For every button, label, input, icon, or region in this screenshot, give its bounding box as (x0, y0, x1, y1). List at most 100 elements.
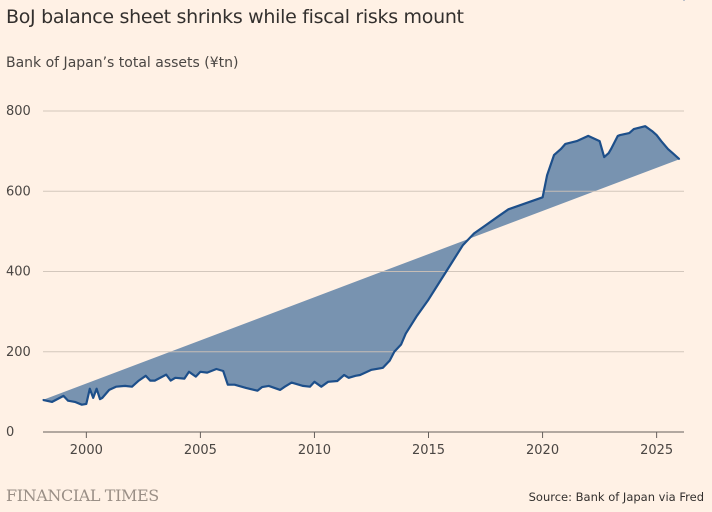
data-point (656, 134, 658, 136)
data-point (154, 380, 156, 382)
data-point (416, 315, 418, 317)
data-point (115, 386, 117, 388)
y-tick-label: 800 (6, 104, 31, 119)
data-point (327, 381, 329, 383)
data-point (393, 351, 395, 353)
data-point (245, 387, 247, 389)
x-tick-label: 2025 (640, 443, 673, 458)
data-point (309, 386, 311, 388)
data-point (576, 140, 578, 142)
data-point (519, 204, 521, 206)
data-point (450, 262, 452, 265)
data-point (96, 388, 98, 390)
data-point (644, 125, 646, 127)
data-point (400, 343, 402, 346)
data-point (405, 333, 407, 335)
x-tick-label: 2020 (526, 443, 559, 458)
x-tick-label: 2010 (298, 443, 331, 458)
y-tick-label: 200 (6, 345, 31, 360)
data-point (149, 380, 151, 382)
data-point (343, 374, 345, 376)
data-point (610, 148, 612, 150)
data-point (439, 280, 441, 283)
data-point (348, 377, 350, 379)
series-line (42, 125, 681, 406)
data-point (99, 398, 101, 400)
data-point (92, 397, 94, 399)
data-point (138, 380, 140, 382)
data-point (541, 196, 544, 198)
data-point (195, 376, 197, 378)
data-point (215, 368, 217, 370)
data-point (560, 148, 562, 150)
data-point (183, 378, 186, 380)
data-point (170, 380, 172, 382)
data-point (51, 401, 53, 403)
data-point (671, 152, 674, 154)
data-point (174, 377, 176, 379)
data-point (42, 399, 44, 401)
data-point (199, 371, 201, 373)
data-point (598, 140, 601, 142)
data-point (85, 403, 87, 405)
data-point (256, 390, 259, 392)
data-point (651, 130, 653, 132)
data-point (389, 359, 391, 362)
data-point (564, 143, 566, 145)
data-point (124, 385, 126, 387)
data-point (336, 380, 338, 382)
data-point (320, 386, 322, 388)
x-tick-label: 2015 (412, 443, 445, 458)
ft-logo: FINANCIAL TIMES (6, 486, 159, 505)
data-point (165, 374, 167, 376)
data-point (227, 384, 229, 386)
data-point (633, 128, 635, 130)
data-point (284, 386, 286, 388)
source-note: Source: Bank of Japan via Fred (528, 490, 704, 504)
data-point (617, 135, 619, 137)
data-point (89, 388, 91, 390)
data-point (553, 154, 555, 156)
data-point (206, 372, 208, 374)
data-point (619, 134, 621, 136)
data-point (354, 375, 357, 377)
data-point (530, 200, 532, 202)
y-tick-label: 600 (6, 184, 31, 199)
data-point (302, 385, 304, 387)
data-point (370, 369, 373, 371)
data-point (67, 400, 69, 402)
data-point (427, 298, 430, 301)
data-point (74, 401, 76, 403)
data-point (484, 224, 487, 226)
data-point (279, 389, 281, 391)
x-tick-label: 2005 (184, 443, 217, 458)
data-point (608, 152, 610, 154)
data-point (507, 208, 509, 210)
data-point (268, 385, 270, 387)
x-tick-label: 2000 (70, 443, 103, 458)
data-point (81, 404, 83, 406)
data-point (473, 232, 475, 234)
data-point (131, 386, 133, 388)
data-point (234, 384, 236, 386)
data-point (587, 135, 589, 137)
data-point (382, 367, 384, 369)
data-point (628, 132, 630, 134)
data-point (678, 158, 681, 160)
data-point (101, 397, 103, 399)
chart-title: BoJ balance sheet shrinks while fiscal r… (6, 6, 464, 28)
data-point (222, 370, 224, 372)
y-tick-label: 400 (6, 265, 31, 280)
data-point (546, 174, 548, 176)
data-point (667, 148, 669, 150)
data-point (108, 389, 110, 391)
data-point (145, 375, 147, 377)
data-point (660, 140, 662, 142)
data-point (291, 382, 293, 384)
data-point (62, 395, 65, 397)
chart-subtitle: Bank of Japan’s total assets (¥tn) (6, 55, 239, 71)
area-fill (43, 126, 680, 405)
data-point (496, 216, 498, 218)
data-point (313, 381, 316, 383)
